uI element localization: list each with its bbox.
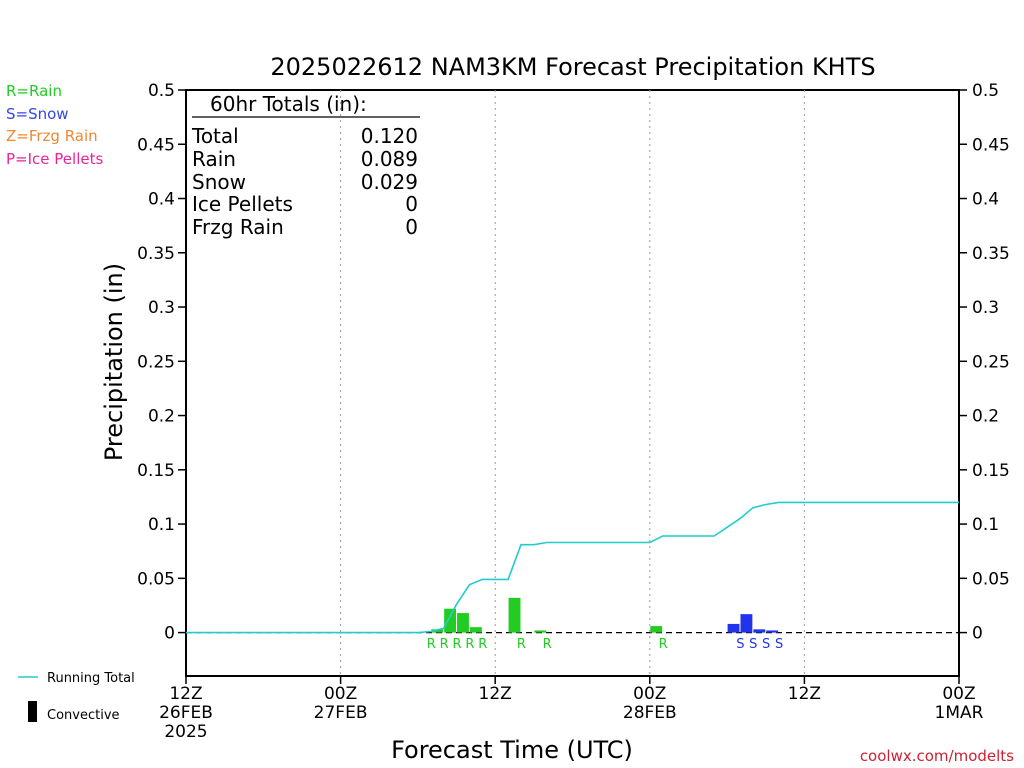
type-marker-10: S bbox=[762, 637, 770, 652]
x-tick-label-0-2: 2025 bbox=[164, 722, 207, 742]
precip-type-legend: R=Rain S=Snow Z=Frzg Rain P=Ice Pellets bbox=[6, 82, 103, 168]
convective-swatch bbox=[28, 701, 37, 722]
series-legend: Running Total Convective bbox=[18, 671, 135, 723]
x-tick-label-3-1: 28FEB bbox=[623, 703, 677, 723]
legend-ice-pellets: P=Ice Pellets bbox=[6, 150, 103, 168]
y-tick-label-right-9: 0.45 bbox=[972, 135, 1010, 155]
plot-frame bbox=[185, 89, 960, 677]
y-axis-label: Precipitation (in) bbox=[100, 263, 128, 461]
y-tick-label-right-1: 0.05 bbox=[972, 569, 1010, 589]
precip-bar-7 bbox=[727, 623, 740, 633]
type-marker-5: R bbox=[517, 637, 526, 652]
y-tick-label-left-2: 0.1 bbox=[148, 515, 175, 535]
grid-lines bbox=[340, 90, 805, 676]
precip-bar-2 bbox=[457, 613, 469, 633]
y-tick-label-right-5: 0.25 bbox=[972, 352, 1010, 372]
y-tick-label-left-8: 0.4 bbox=[148, 190, 175, 210]
y-tick-label-right-10: 0.5 bbox=[972, 81, 999, 101]
type-marker-1: R bbox=[440, 637, 449, 652]
x-tick-label-5-1: 1MAR bbox=[935, 703, 984, 723]
y-tick-label-right-7: 0.35 bbox=[972, 244, 1010, 264]
type-marker-7: R bbox=[659, 637, 668, 652]
totals-label-ice-pellets: Ice Pellets bbox=[192, 192, 293, 216]
y-tick-label-right-4: 0.2 bbox=[972, 407, 999, 427]
type-marker-8: S bbox=[736, 637, 744, 652]
y-tick-label-left-9: 0.45 bbox=[137, 135, 175, 155]
totals-label-frzg-rain: Frzg Rain bbox=[192, 215, 284, 239]
x-tick-label-4-0: 12Z bbox=[788, 684, 821, 704]
x-tick-label-1-1: 27FEB bbox=[314, 703, 368, 723]
type-marker-0: R bbox=[427, 637, 436, 652]
legend-running-total: Running Total bbox=[47, 671, 135, 686]
y-tick-label-right-6: 0.3 bbox=[972, 298, 999, 318]
y-tick-label-left-3: 0.15 bbox=[137, 461, 175, 481]
totals-label-total: Total bbox=[191, 124, 239, 148]
x-tick-label-1-0: 00Z bbox=[324, 684, 357, 704]
totals-value-ice-pellets: 0 bbox=[405, 192, 418, 216]
y-tick-label-right-3: 0.15 bbox=[972, 461, 1010, 481]
legend-frzg-rain: Z=Frzg Rain bbox=[6, 127, 98, 145]
type-marker-2: R bbox=[452, 637, 461, 652]
type-marker-6: R bbox=[543, 637, 552, 652]
precip-bar-6 bbox=[650, 626, 663, 633]
y-tick-label-left-4: 0.2 bbox=[148, 407, 175, 427]
precip-bar-9 bbox=[753, 629, 766, 633]
totals-label-snow: Snow bbox=[192, 170, 246, 194]
running-total-line bbox=[186, 501, 959, 634]
x-tick-label-2-0: 12Z bbox=[479, 684, 512, 704]
legend-rain: R=Rain bbox=[6, 82, 62, 100]
footer-credit: coolwx.com/modelts bbox=[860, 747, 1014, 765]
totals-value-frzg-rain: 0 bbox=[405, 215, 418, 239]
x-tick-label-0-1: 26FEB bbox=[159, 703, 213, 723]
y-axis-ticks: 0 00.05 0.050.1 0.10.15 0.150.2 0.20.25 0.250.… bbox=[137, 81, 1010, 644]
precip-bar-0 bbox=[431, 629, 444, 633]
totals-header: 60hr Totals (in): bbox=[210, 92, 367, 116]
precip-bars bbox=[431, 597, 779, 633]
y-tick-label-right-2: 0.1 bbox=[972, 515, 999, 535]
precip-bar-5 bbox=[534, 630, 547, 633]
y-tick-label-left-6: 0.3 bbox=[148, 298, 175, 318]
totals-label-rain: Rain bbox=[192, 147, 236, 171]
totals-value-snow: 0.029 bbox=[361, 170, 418, 194]
x-tick-label-5-0: 00Z bbox=[942, 684, 975, 704]
precip-bar-3 bbox=[469, 627, 482, 633]
y-tick-label-right-8: 0.4 bbox=[972, 190, 999, 210]
precip-bar-1 bbox=[444, 608, 457, 633]
x-axis-label: Forecast Time (UTC) bbox=[391, 736, 633, 764]
totals-box: 60hr Totals (in): Total 0.120 Rain 0.089… bbox=[191, 92, 420, 239]
legend-convective: Convective bbox=[47, 708, 120, 723]
precip-bar-10 bbox=[766, 630, 779, 633]
x-tick-label-0-0: 12Z bbox=[169, 684, 202, 704]
type-marker-4: R bbox=[478, 637, 487, 652]
precip-bar-8 bbox=[740, 614, 753, 633]
y-tick-label-left-7: 0.35 bbox=[137, 244, 175, 264]
x-tick-label-3-0: 00Z bbox=[633, 684, 666, 704]
totals-value-rain: 0.089 bbox=[361, 147, 418, 171]
type-marker-3: R bbox=[465, 637, 474, 652]
type-marker-9: S bbox=[749, 637, 757, 652]
y-tick-label-left-10: 0.5 bbox=[148, 81, 175, 101]
totals-value-total: 0.120 bbox=[361, 124, 418, 148]
type-marker-11: S bbox=[775, 637, 783, 652]
y-tick-label-left-5: 0.25 bbox=[137, 352, 175, 372]
y-tick-label-right-0: 0 bbox=[972, 624, 983, 644]
y-tick-label-left-0: 0 bbox=[164, 624, 175, 644]
precip-bar-4 bbox=[508, 597, 521, 633]
chart-title: 2025022612 NAM3KM Forecast Precipitation… bbox=[270, 53, 875, 81]
y-tick-label-left-1: 0.05 bbox=[137, 569, 175, 589]
legend-snow: S=Snow bbox=[6, 105, 69, 123]
